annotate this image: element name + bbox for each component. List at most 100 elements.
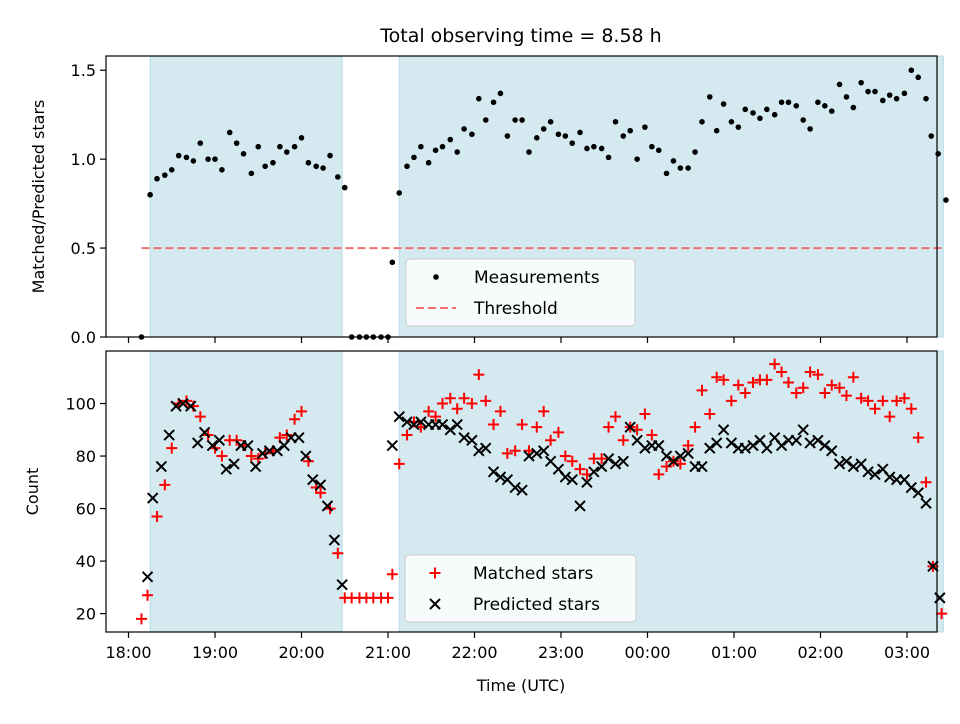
predicted-star-point (840, 455, 853, 468)
measurement-point (190, 158, 197, 164)
measurement-point (828, 108, 835, 114)
measurement-point (886, 92, 893, 98)
measurement-point (764, 106, 770, 113)
predicted-star-point (300, 450, 312, 462)
measurement-point (627, 127, 633, 134)
matched-star-point (386, 568, 398, 580)
matched-star-point (855, 392, 867, 404)
matched-star-point (646, 429, 658, 441)
measurement-point (634, 156, 640, 162)
y-tick-label: 1.0 (71, 150, 96, 169)
measurement-point (404, 163, 410, 170)
matched-star-point (790, 387, 802, 399)
measurement-point (197, 140, 204, 146)
predicted-star-point (458, 431, 470, 444)
measurement-point (642, 124, 648, 130)
predicted-star-point (147, 492, 159, 504)
predicted-star-point (725, 437, 738, 449)
matched-star-point (661, 461, 673, 473)
matched-star-point (905, 403, 917, 415)
predicted-star-point (494, 471, 507, 483)
predicted-star-point (869, 468, 881, 481)
predicted-star-point (451, 418, 463, 431)
measurement-point (497, 90, 504, 97)
predicted-star-point (617, 455, 629, 468)
y-tick-label: 60 (76, 500, 96, 519)
measurement-point (943, 197, 949, 203)
measurement-point (915, 74, 922, 81)
matched-star-point (566, 455, 578, 467)
predicted-star-point (436, 418, 449, 431)
predicted-star-point (523, 450, 535, 462)
measurement-point (439, 143, 446, 150)
x-tick-label: 19:00 (192, 643, 238, 662)
measurement-point (461, 126, 467, 132)
matched-star-point (458, 392, 470, 404)
measurement-point (778, 99, 785, 106)
measurement-point (147, 191, 153, 198)
legend-box (404, 554, 637, 623)
matched-star-point (430, 411, 442, 423)
predicted-star-point (566, 473, 578, 486)
matched-star-point (480, 395, 492, 407)
predicted-star-point (531, 447, 543, 460)
predicted-star-point (401, 416, 413, 428)
measurement-point (205, 156, 211, 162)
x-tick-label: 18:00 (105, 643, 151, 662)
matched-star-point (704, 408, 716, 420)
measurement-point (313, 163, 320, 170)
measurement-point (577, 129, 583, 136)
predicted-star-point (624, 421, 636, 433)
predicted-star-point (213, 434, 226, 446)
matched-star-point (559, 450, 571, 462)
measurement-point (512, 117, 518, 123)
matched-star-point (711, 371, 723, 383)
matched-star-point (574, 463, 586, 475)
predicted-star-point (920, 497, 932, 510)
predicted-star-point (905, 481, 918, 494)
matched-star-point (494, 405, 506, 417)
plot-frame (105, 350, 938, 633)
matched-star-point (884, 411, 896, 423)
predicted-star-point (415, 416, 427, 428)
predicted-star-point (177, 397, 189, 410)
matched-star-point (834, 382, 846, 394)
measurement-point (720, 101, 727, 107)
predicted-star-point (682, 447, 694, 460)
measurement-point (677, 165, 684, 171)
matched-star-point (819, 387, 831, 399)
predicted-star-point (314, 479, 327, 491)
matched-star-point (609, 411, 621, 423)
measurement-point (706, 94, 713, 100)
x-tick-label: 02:00 (797, 643, 843, 662)
predicted-star-point (480, 442, 492, 454)
measurement-point (928, 133, 935, 139)
matched-star-point (639, 408, 651, 420)
matched-star-point (847, 371, 859, 383)
predicted-star-point (602, 452, 615, 465)
measurement-point (298, 135, 305, 141)
measurement-point (893, 95, 900, 102)
matched-star-point (166, 442, 178, 454)
measurement-point (454, 149, 461, 155)
measurement-point (212, 156, 218, 162)
measurement-point (822, 102, 828, 109)
series-matched-stars (135, 358, 948, 625)
x-tick-label: 20:00 (278, 643, 324, 662)
measurement-point (901, 90, 908, 97)
predicted-star-point (198, 426, 211, 439)
matched-star-point (501, 447, 513, 459)
measurement-point (255, 143, 262, 150)
matched-star-point (281, 429, 293, 441)
predicted-star-point (206, 439, 219, 452)
predicted-star-point (660, 450, 673, 462)
matched-star-point (732, 379, 744, 391)
matched-star-point (523, 445, 535, 457)
predicted-star-point (862, 466, 874, 478)
predicted-star-point (847, 460, 860, 473)
measurement-point (341, 184, 348, 191)
predicted-star-point (574, 500, 586, 512)
measurement-point (692, 149, 698, 155)
matched-star-point (812, 369, 824, 381)
predicted-star-point (393, 410, 405, 423)
